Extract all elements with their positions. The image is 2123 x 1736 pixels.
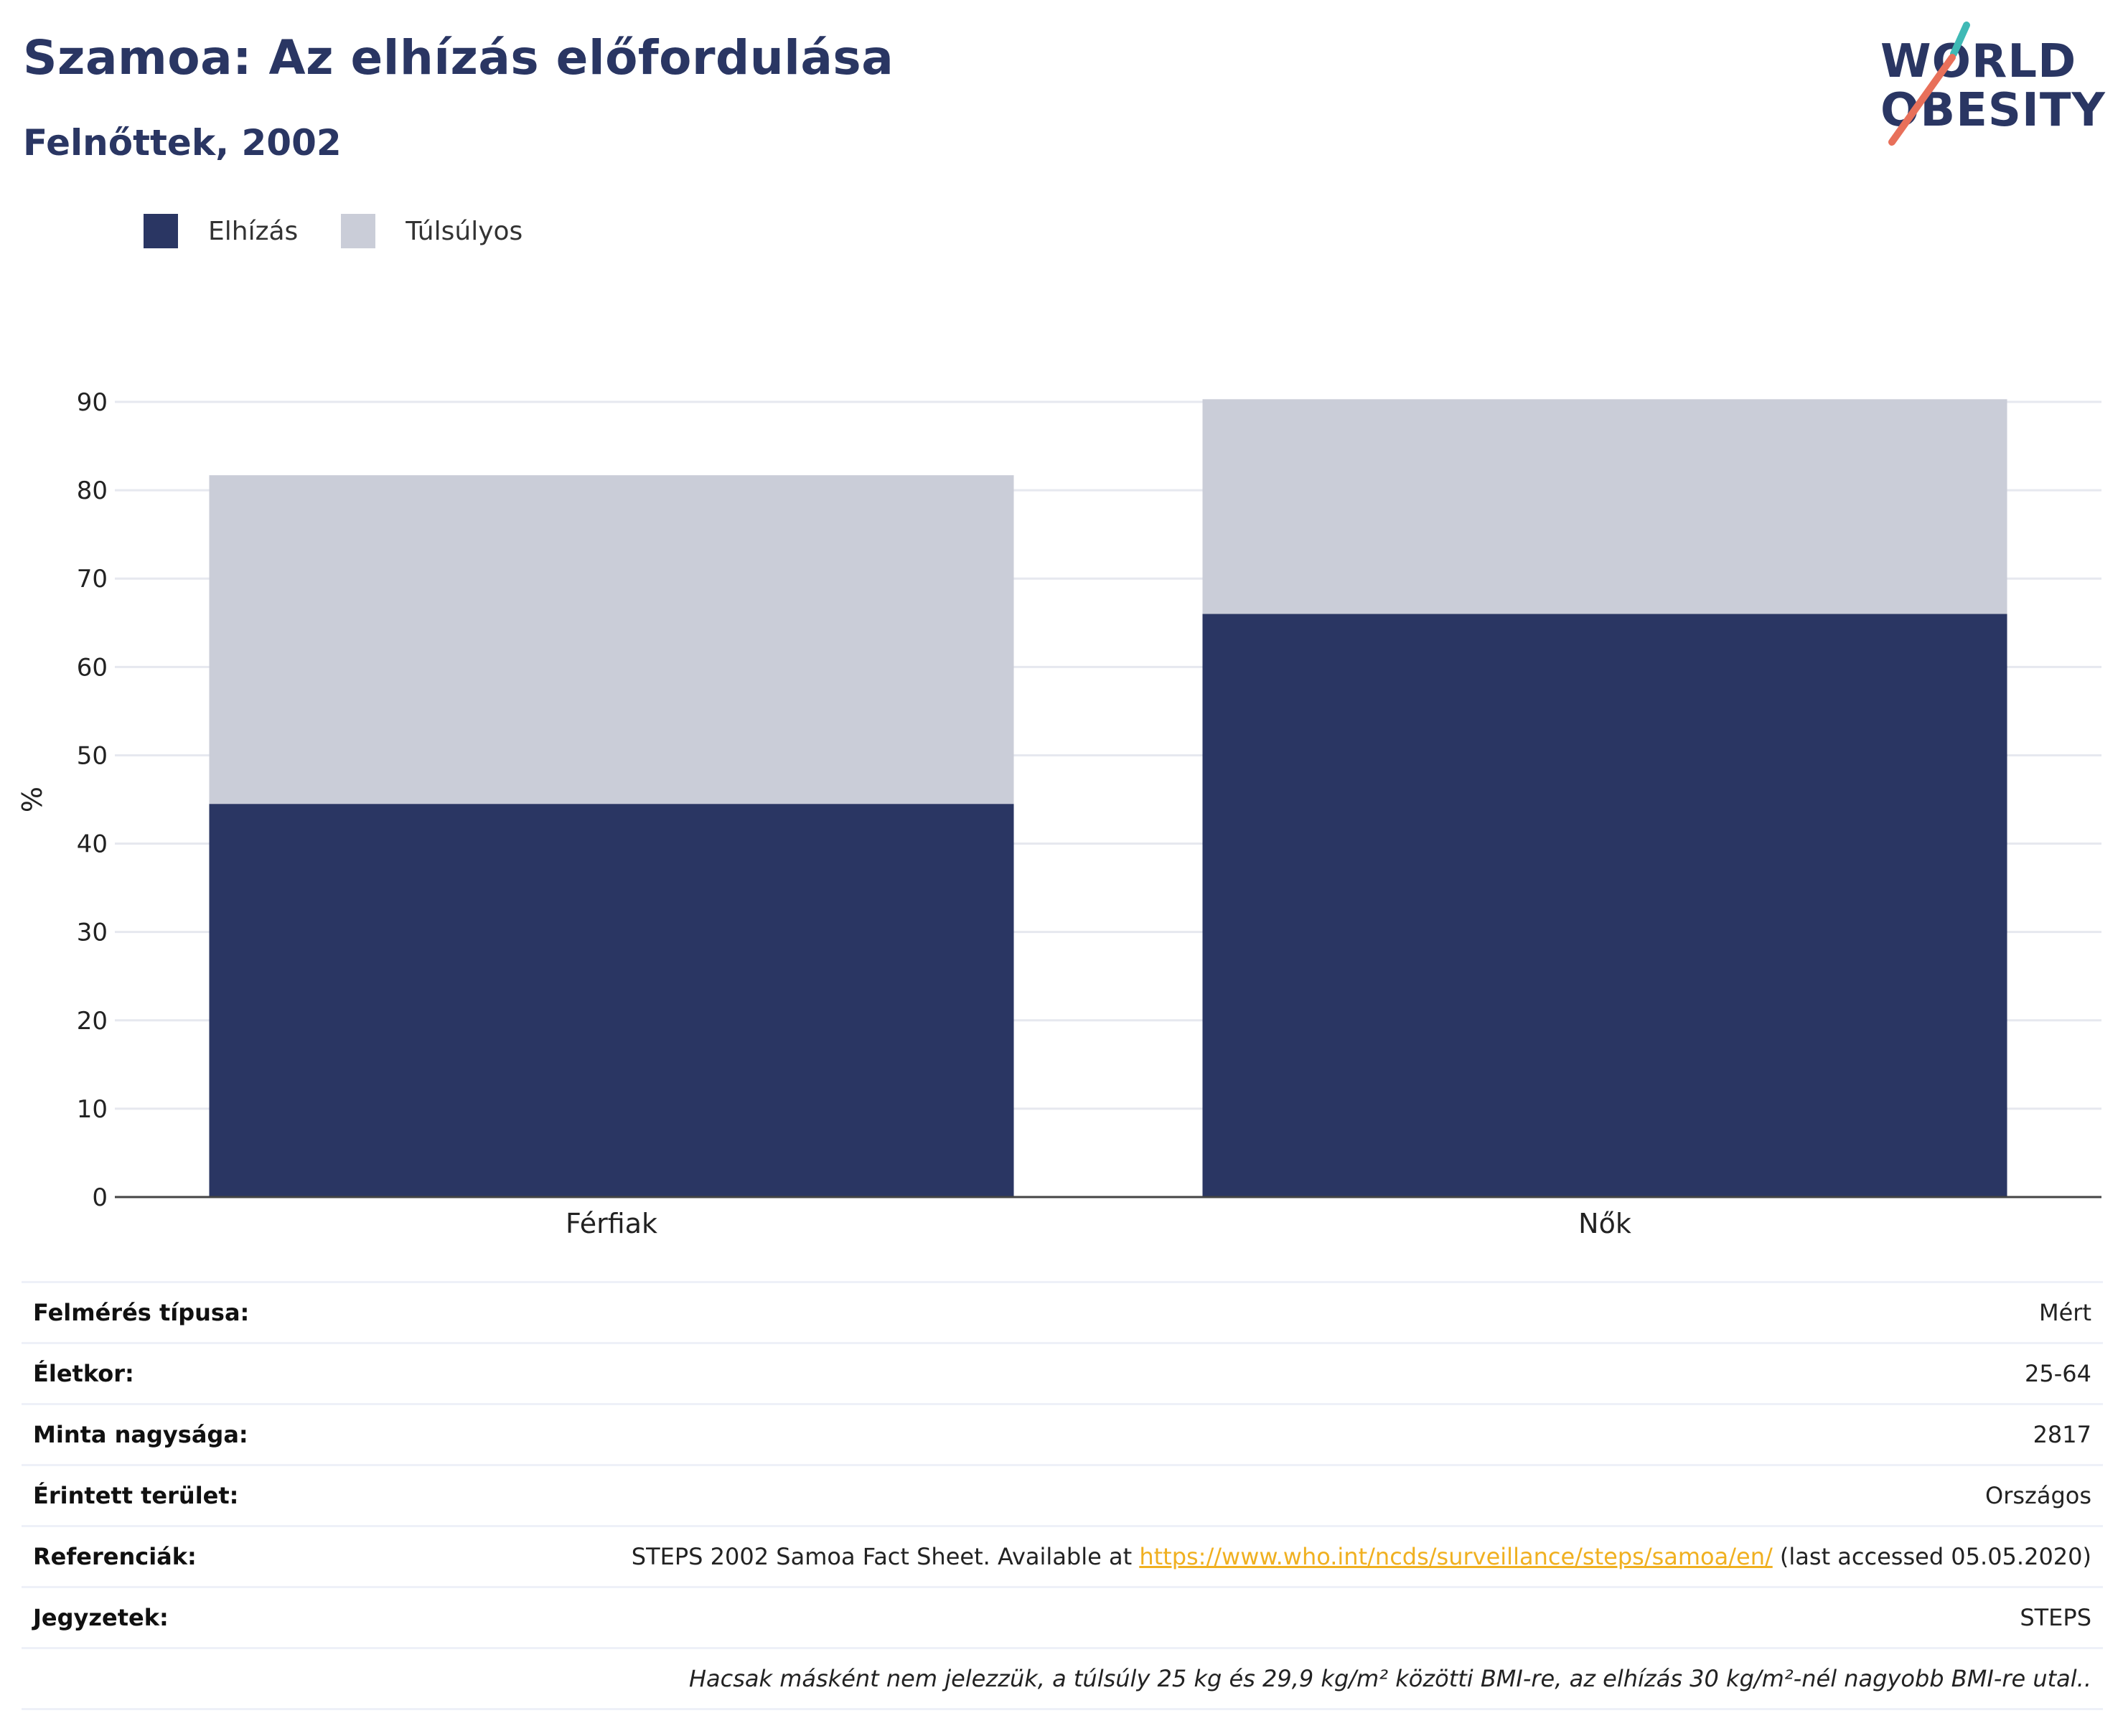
logo-word-world: WORLD	[1880, 35, 2077, 88]
y-axis-label: %	[17, 787, 48, 812]
survey-type-value: Mért	[2039, 1299, 2091, 1326]
logo-slash-icon	[1888, 22, 1970, 146]
legend-label-overweight: Túlsúlyos	[406, 216, 523, 246]
bar-overweight-2	[1202, 399, 2007, 614]
bar-obesity-2	[1202, 614, 2007, 1197]
references-suffix: (last accessed 05.05.2020)	[1772, 1543, 2091, 1570]
notes-value: STEPS	[2020, 1604, 2091, 1631]
chart-title: Szamoa: Az elhízás előfordulása	[23, 30, 894, 85]
sample-size-label: Minta nagysága:	[33, 1421, 248, 1448]
legend-label-obesity: Elhízás	[208, 216, 299, 246]
bar-overweight-1	[209, 475, 1014, 804]
y-tick-label: 20	[77, 1007, 108, 1036]
legend-item-obesity[interactable]: Elhízás	[144, 214, 298, 248]
row-area: Érintett terület: Országos	[22, 1464, 2103, 1525]
area-label: Érintett terület:	[33, 1482, 239, 1509]
x-tick-label: Férfiak	[566, 1208, 657, 1239]
references-value: STEPS 2002 Samoa Fact Sheet. Available a…	[632, 1543, 2103, 1570]
age-label: Életkor:	[33, 1360, 134, 1387]
y-tick-label: 10	[77, 1095, 108, 1124]
row-sample-size: Minta nagysága: 2817	[22, 1403, 2103, 1464]
stacked-bar-chart: 0 10 20 30 40 50 60 70 80 90% Férfiak Nők	[17, 388, 2101, 1239]
row-footnote: Hacsak másként nem jelezzük, a túlsúly 2…	[22, 1647, 2103, 1710]
legend-item-overweight[interactable]: Túlsúlyos	[341, 214, 522, 248]
y-tick-label: 40	[77, 830, 108, 859]
area-value: Országos	[1985, 1482, 2091, 1509]
y-tick-label: 80	[77, 477, 108, 505]
footnote-text: Hacsak másként nem jelezzük, a túlsúly 2…	[688, 1665, 2091, 1692]
bar-obesity-1	[209, 804, 1014, 1197]
world-obesity-logo: WORLD OBESITY	[1873, 22, 2110, 151]
y-tick-label: 50	[77, 741, 108, 770]
y-tick-label: 30	[77, 919, 108, 947]
row-references: Referenciák: STEPS 2002 Samoa Fact Sheet…	[22, 1525, 2103, 1586]
y-tick-label: 60	[77, 653, 108, 682]
age-value: 25-64	[2025, 1360, 2091, 1387]
notes-label: Jegyzetek:	[33, 1604, 169, 1631]
legend-swatch-obesity	[144, 214, 178, 248]
y-tick-label: 90	[77, 388, 108, 417]
survey-type-label: Felmérés típusa:	[33, 1299, 250, 1326]
row-notes: Jegyzetek: STEPS	[22, 1586, 2103, 1647]
chart-subtitle: Felnőttek, 2002	[23, 122, 342, 164]
references-link[interactable]: https://www.who.int/ncds/surveillance/st…	[1139, 1543, 1773, 1570]
legend-swatch-overweight	[341, 214, 376, 248]
references-label: Referenciák:	[33, 1543, 197, 1570]
sample-size-value: 2817	[2033, 1421, 2091, 1448]
y-tick-label: 70	[77, 565, 108, 593]
row-survey-type: Felmérés típusa: Mért	[22, 1281, 2103, 1342]
references-prefix: STEPS 2002 Samoa Fact Sheet. Available a…	[631, 1543, 1140, 1570]
y-tick-label: 0	[92, 1183, 108, 1212]
x-tick-label: Nők	[1578, 1208, 1631, 1239]
chart-legend: Elhízás Túlsúlyos	[144, 214, 566, 248]
row-age: Életkor: 25-64	[22, 1342, 2103, 1403]
survey-info-table: Felmérés típusa: Mért Életkor: 25-64 Min…	[22, 1281, 2103, 1710]
